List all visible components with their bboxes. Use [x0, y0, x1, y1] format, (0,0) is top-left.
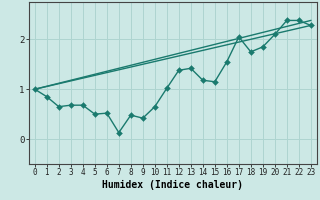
X-axis label: Humidex (Indice chaleur): Humidex (Indice chaleur) — [102, 180, 243, 190]
